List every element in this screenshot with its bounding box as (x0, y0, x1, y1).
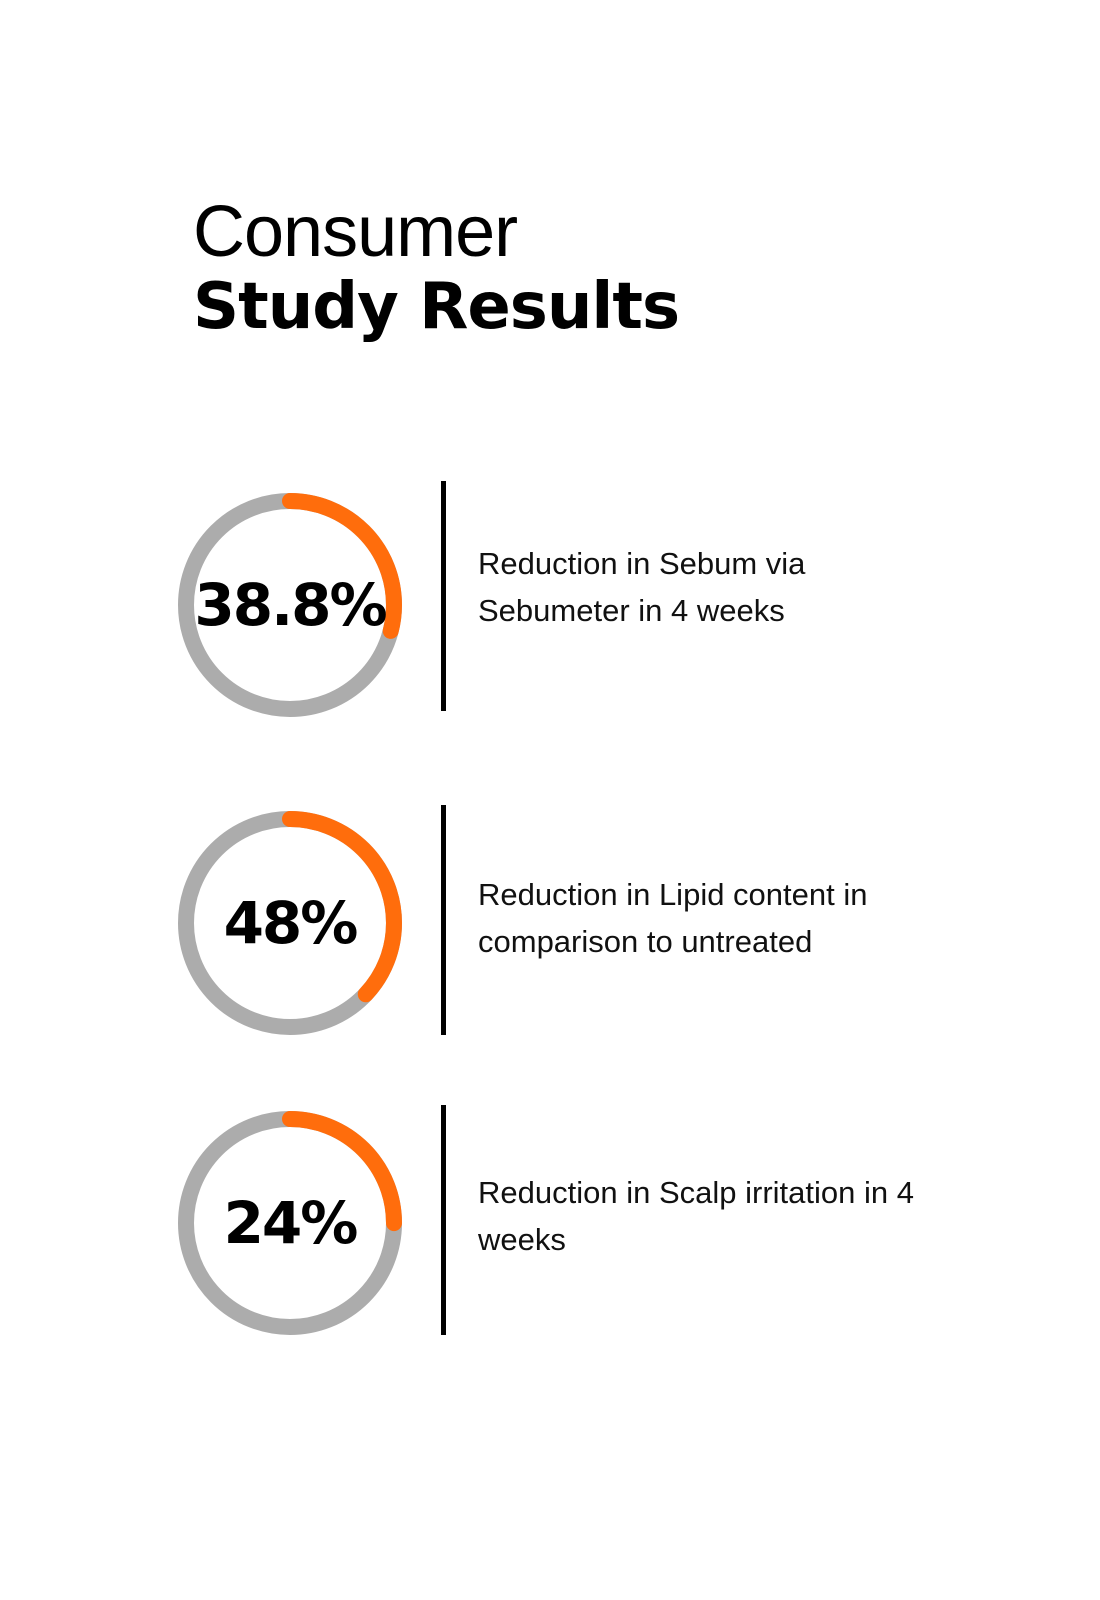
divider-line (441, 805, 446, 1035)
stat-description: Reduction in Scalp irritation in 4 weeks (478, 1175, 914, 1257)
progress-ring: 24% (170, 1103, 410, 1343)
stat-value: 24% (223, 1189, 359, 1257)
stat-row-scalp: 24% Reduction in Scalp irritation in 4 w… (0, 1103, 1100, 1343)
progress-ring: 38.8% (170, 485, 410, 725)
title-line-2: Study Results (193, 270, 680, 344)
progress-ring-svg (178, 811, 402, 1035)
progress-ring-svg (178, 493, 402, 717)
stat-row-sebum: 38.8% Reduction in Sebum via Sebumeter i… (0, 481, 1100, 725)
ring-arc (178, 493, 402, 717)
divider-line (441, 481, 446, 711)
progress-ring: 48% (170, 803, 410, 1043)
ring-arc (178, 1111, 402, 1335)
stat-row-lipid: 48% Reduction in Lipid content in compar… (0, 803, 1100, 1043)
title-line-1: Consumer (193, 192, 518, 272)
stat-value: 48% (223, 889, 359, 957)
stat-description: Reduction in Lipid content in comparison… (478, 877, 868, 959)
stat-value: 38.8% (194, 571, 387, 639)
stat-description: Reduction in Sebum via Sebumeter in 4 we… (478, 546, 806, 628)
progress-ring-svg (178, 1111, 402, 1335)
divider-line (441, 1105, 446, 1335)
ring-arc (178, 811, 402, 1035)
